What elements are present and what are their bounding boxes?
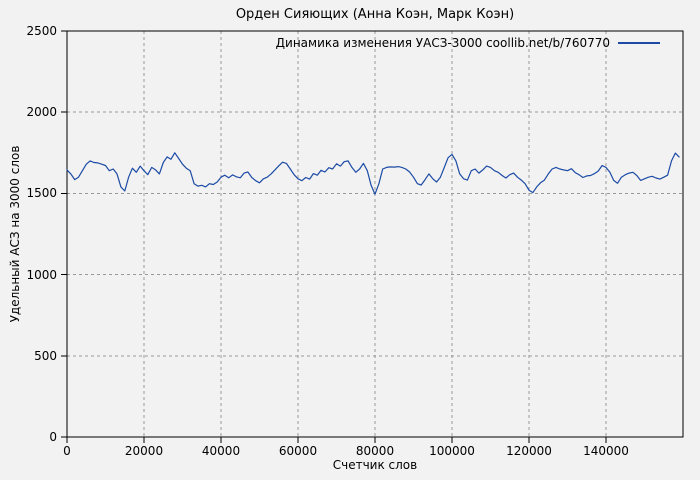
x-tick-label: 80000 (355, 444, 395, 458)
x-tick-label: 40000 (201, 444, 241, 458)
legend-series-label: Динамика изменения УАСЗ-3000 coollib.net… (275, 35, 610, 50)
chart-title: Орден Сияющих (Анна Коэн, Марк Коэн) (235, 7, 515, 22)
y-tick-label: 2000 (26, 105, 57, 120)
x-axis-label: Счетчик слов (332, 458, 418, 472)
x-tick-label: 120000 (506, 444, 552, 458)
x-tick-label: 60000 (278, 444, 318, 458)
legend: Динамика изменения УАСЗ-3000 coollib.net… (276, 35, 660, 50)
y-axis-label: Удельный АСЗ на 3000 слов (8, 145, 22, 323)
y-tick-label: 2500 (26, 24, 57, 38)
y-tick-label: 500 (34, 348, 57, 363)
x-tick-label: 100000 (429, 444, 475, 458)
x-tick-label: 20000 (124, 444, 164, 458)
x-tick-label: 140000 (583, 444, 629, 458)
x-tick-label: 0 (63, 444, 71, 458)
series-line (66, 152, 680, 195)
y-tick-label: 0 (49, 430, 57, 444)
y-tick-label: 1500 (26, 186, 57, 201)
y-tick-label: 1000 (26, 267, 57, 282)
legend-line-sample-icon (618, 41, 660, 44)
